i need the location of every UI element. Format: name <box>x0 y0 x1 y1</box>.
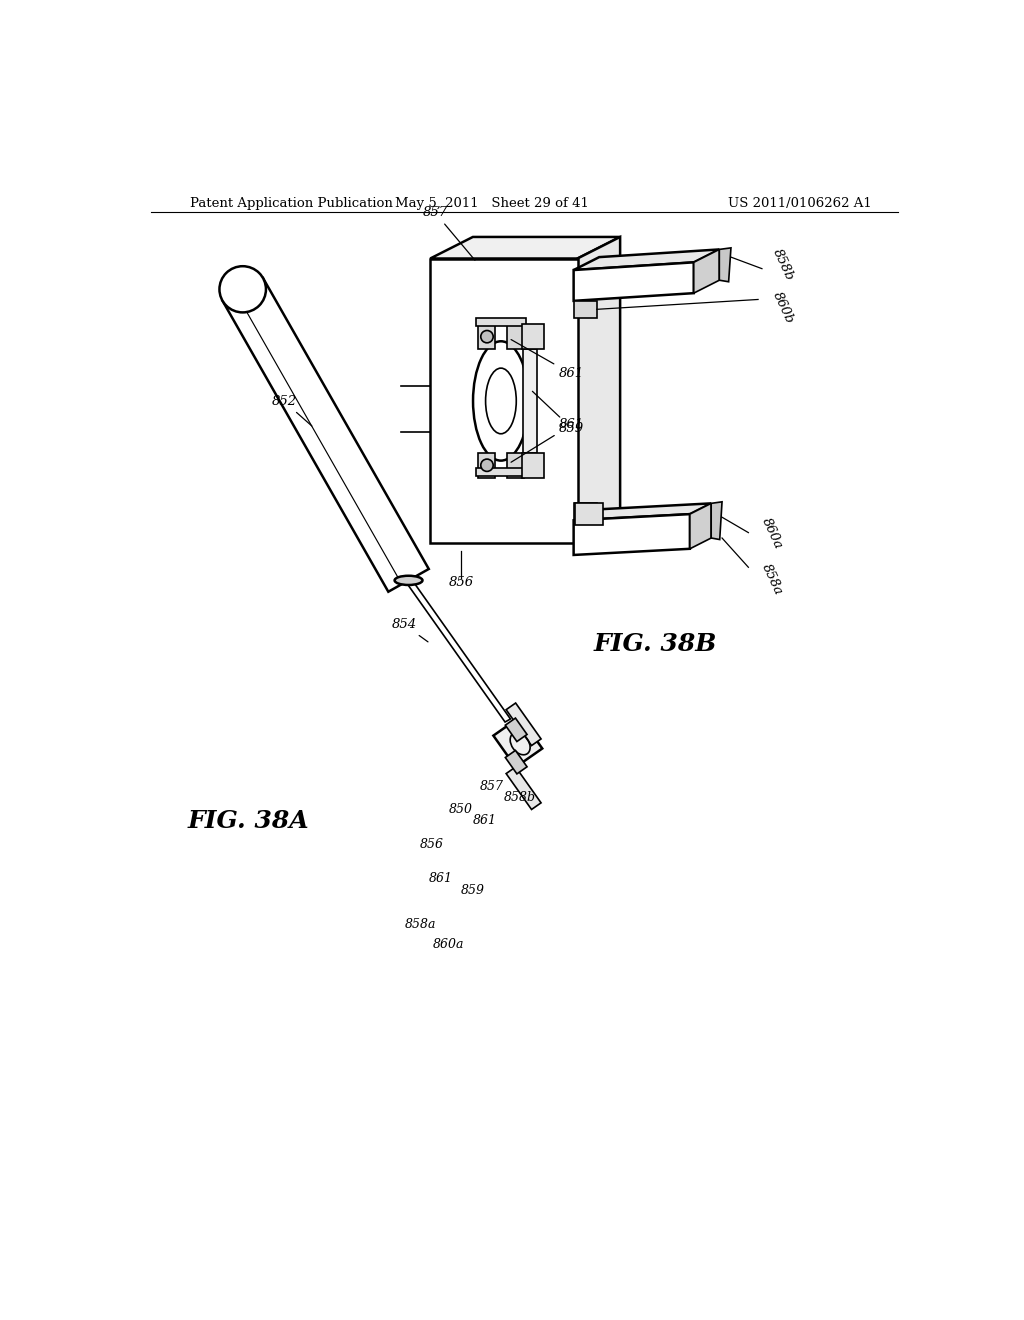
Polygon shape <box>494 717 543 767</box>
Text: 858b: 858b <box>504 792 536 804</box>
Polygon shape <box>506 767 541 809</box>
Text: 861: 861 <box>511 339 584 380</box>
Polygon shape <box>693 249 719 293</box>
Polygon shape <box>477 323 495 348</box>
Polygon shape <box>690 503 712 549</box>
Polygon shape <box>573 301 597 318</box>
Text: 858b: 858b <box>770 247 796 284</box>
Text: May 5, 2011   Sheet 29 of 41: May 5, 2011 Sheet 29 of 41 <box>395 197 589 210</box>
Polygon shape <box>430 259 578 544</box>
Text: 860a: 860a <box>432 937 464 950</box>
Ellipse shape <box>481 459 494 471</box>
Text: 856: 856 <box>420 838 443 850</box>
Text: 850: 850 <box>450 803 473 816</box>
Text: Patent Application Publication: Patent Application Publication <box>190 197 393 210</box>
Text: 859: 859 <box>461 884 485 896</box>
Polygon shape <box>505 750 527 774</box>
Text: 858a: 858a <box>759 562 785 597</box>
Polygon shape <box>506 704 541 746</box>
Polygon shape <box>573 263 693 301</box>
Polygon shape <box>712 502 722 540</box>
Polygon shape <box>573 503 712 520</box>
Text: 861: 861 <box>511 418 584 462</box>
Text: 854: 854 <box>391 618 428 642</box>
Polygon shape <box>573 515 690 554</box>
Polygon shape <box>406 579 510 722</box>
Ellipse shape <box>481 330 494 343</box>
Polygon shape <box>573 503 597 520</box>
Text: 861: 861 <box>428 873 453 886</box>
Polygon shape <box>507 453 524 478</box>
Text: 861: 861 <box>472 814 497 828</box>
Text: 859: 859 <box>532 391 584 434</box>
Polygon shape <box>430 238 621 259</box>
Polygon shape <box>523 348 538 453</box>
Polygon shape <box>522 453 544 478</box>
Ellipse shape <box>219 267 266 313</box>
Text: FIG. 38B: FIG. 38B <box>593 632 717 656</box>
Text: FIG. 38A: FIG. 38A <box>187 809 309 833</box>
Polygon shape <box>507 323 524 348</box>
Polygon shape <box>476 469 525 477</box>
Ellipse shape <box>394 576 423 585</box>
Text: US 2011/0106262 A1: US 2011/0106262 A1 <box>728 197 872 210</box>
Text: 857: 857 <box>480 780 504 793</box>
Text: 860b: 860b <box>770 289 796 326</box>
Polygon shape <box>575 503 603 525</box>
Text: 858a: 858a <box>406 919 436 932</box>
Polygon shape <box>222 279 429 591</box>
Text: 857: 857 <box>423 206 475 260</box>
Polygon shape <box>505 718 527 742</box>
Polygon shape <box>522 323 544 348</box>
Text: 860a: 860a <box>759 516 785 550</box>
Text: 852: 852 <box>271 395 312 426</box>
Polygon shape <box>477 453 495 478</box>
Polygon shape <box>573 249 719 271</box>
Polygon shape <box>719 248 731 281</box>
Text: 856: 856 <box>449 576 474 589</box>
Polygon shape <box>476 318 525 326</box>
Polygon shape <box>578 238 621 544</box>
